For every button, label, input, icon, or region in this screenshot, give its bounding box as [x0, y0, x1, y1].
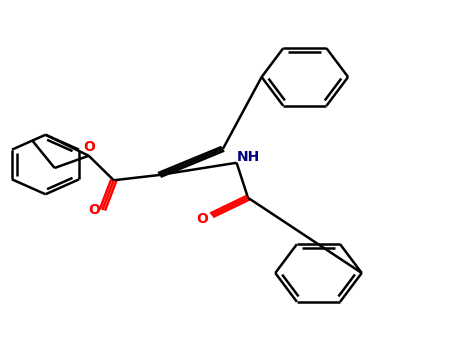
Text: O: O: [197, 212, 208, 226]
Text: O: O: [83, 140, 95, 154]
Text: NH: NH: [236, 150, 260, 164]
Text: O: O: [88, 203, 100, 217]
